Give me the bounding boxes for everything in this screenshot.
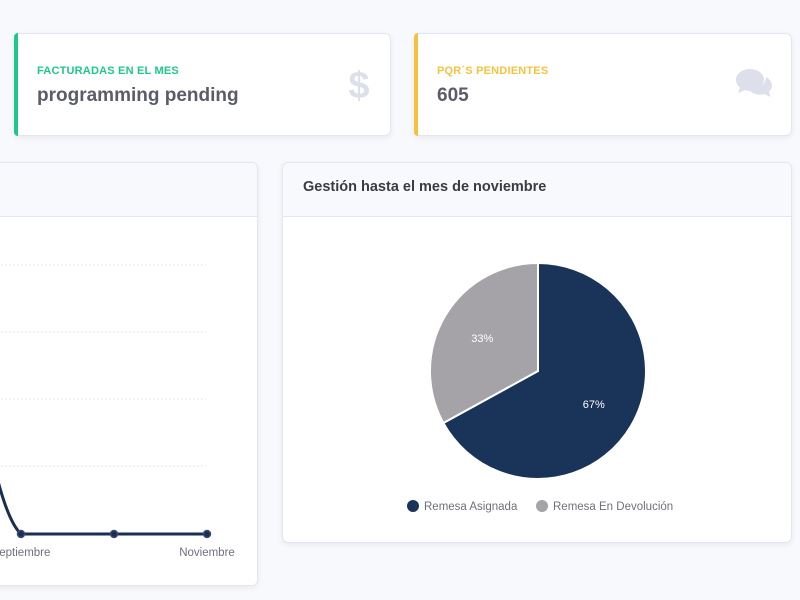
pie-data-label: 33%	[471, 333, 493, 345]
invoiced-month-label: FACTURADAS EN EL MES	[37, 65, 179, 77]
pie-slice[interactable]	[429, 261, 539, 425]
pqr-pending-label: PQR´S PENDIENTES	[437, 65, 549, 77]
pie-chart-header: Gestión hasta el mes de noviembre	[283, 163, 791, 217]
x-tick-label: Noviembre	[179, 547, 235, 559]
card-accent	[14, 33, 18, 136]
invoiced-month-card: FACTURADAS EN EL MES programming pending…	[14, 33, 391, 136]
line-point[interactable]	[16, 529, 26, 539]
line-point[interactable]	[202, 529, 212, 539]
card-accent	[414, 33, 418, 136]
line-point[interactable]	[109, 529, 119, 539]
legend-label[interactable]: Remesa En Devolución	[553, 501, 673, 513]
pie-data-label: 67%	[583, 399, 605, 411]
svg-text:$: $	[348, 66, 369, 104]
comments-icon	[736, 69, 772, 97]
line-series-curve	[0, 483, 23, 536]
pqr-pending-value: 605	[437, 85, 469, 106]
legend-marker	[407, 500, 419, 512]
pie-chart-panel: Gestión hasta el mes de noviembre 67% 33%…	[282, 162, 792, 543]
pqr-pending-card: PQR´S PENDIENTES 605	[414, 33, 792, 136]
legend-label[interactable]: Remesa Asignada	[424, 501, 518, 513]
line-chart-header	[0, 163, 257, 217]
invoiced-month-value: programming pending	[37, 85, 239, 106]
line-chart-panel: Septiembre Noviembre	[0, 162, 258, 586]
x-tick-label: Septiembre	[0, 547, 50, 559]
dollar-icon: $	[348, 66, 369, 104]
pie-chart-title: Gestión hasta el mes de noviembre	[303, 179, 547, 195]
legend-marker	[536, 500, 548, 512]
line-chart: Septiembre Noviembre	[0, 264, 235, 559]
pie-chart: 67% 33% Remesa Asignada Remesa En Devolució…	[407, 261, 673, 513]
pie-slice[interactable]	[441, 261, 647, 480]
